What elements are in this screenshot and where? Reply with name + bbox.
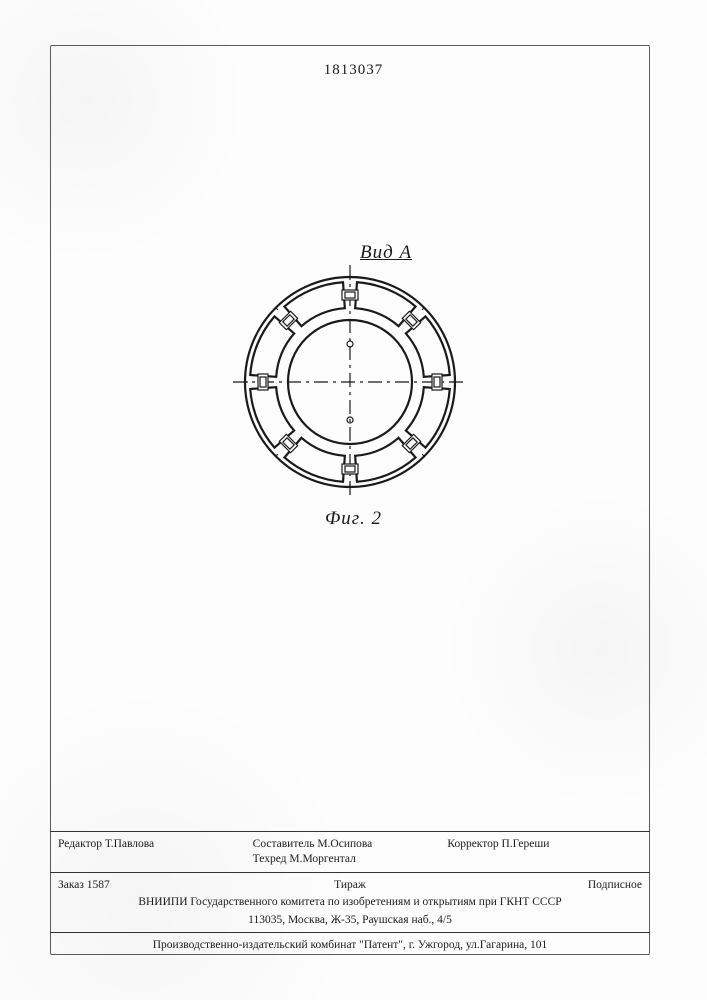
- address-row: 113035, Москва, Ж-35, Раушская наб., 4/5: [50, 912, 650, 930]
- order-number: Заказ 1587: [58, 878, 253, 894]
- address-line: 113035, Москва, Ж-35, Раушская наб., 4/5: [58, 913, 642, 929]
- page: 1813037 Вид А Фиг. 2 Редактор Т.Павлова …: [0, 0, 707, 1000]
- compiler-credit: Составитель М.Осипова: [253, 837, 448, 853]
- imprint-footer: Редактор Т.Павлова Составитель М.Осипова…: [50, 828, 650, 955]
- org-line: ВНИИПИ Государственного комитета по изоб…: [58, 895, 642, 911]
- editor-credit: Редактор Т.Павлова: [58, 837, 253, 868]
- subscription: Подписное: [447, 878, 642, 894]
- figure-caption: Фиг. 2: [0, 508, 707, 530]
- printer-row: Производственно-издательский комбинат "П…: [50, 937, 650, 955]
- divider: [50, 831, 650, 832]
- org-row: ВНИИПИ Государственного комитета по изоб…: [50, 894, 650, 912]
- document-number: 1813037: [0, 62, 707, 79]
- tech-credit: Техред М.Моргентал: [253, 852, 448, 868]
- order-row: Заказ 1587 Тираж Подписное: [50, 877, 650, 895]
- corrector-credit: Корректор П.Гереши: [447, 837, 642, 868]
- compiler-tech-credit: Составитель М.Осипова Техред М.Моргентал: [253, 837, 448, 868]
- view-label: Вид А: [360, 242, 412, 264]
- credits-row-1: Редактор Т.Павлова Составитель М.Осипова…: [50, 836, 650, 869]
- divider: [50, 872, 650, 873]
- divider: [50, 932, 650, 933]
- ring-diagram-svg: [230, 262, 470, 502]
- print-run: Тираж: [253, 878, 448, 894]
- figure-diagram: [230, 262, 470, 502]
- printer-line: Производственно-издательский комбинат "П…: [58, 938, 642, 954]
